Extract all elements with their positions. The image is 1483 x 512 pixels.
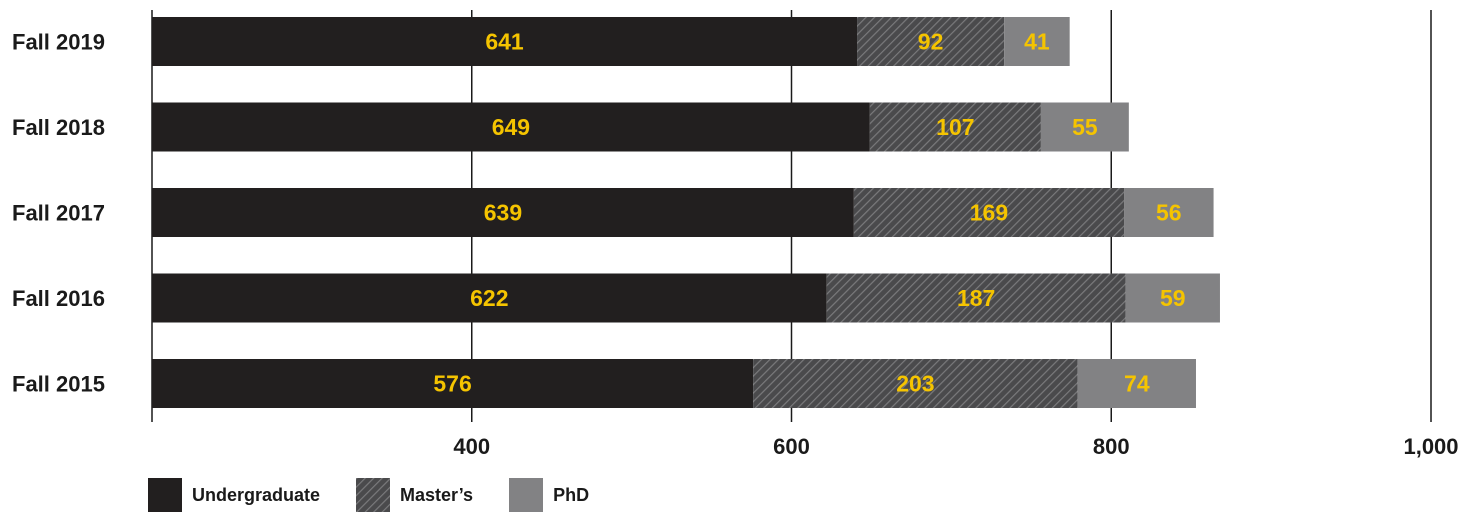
category-label: Fall 2015 bbox=[12, 372, 105, 397]
x-tick-label: 800 bbox=[1093, 434, 1130, 459]
legend-label-masters: Master’s bbox=[400, 484, 474, 505]
bar-segment bbox=[1125, 273, 1220, 323]
data-label: 92 bbox=[918, 29, 944, 55]
data-label: 203 bbox=[896, 371, 934, 397]
legend-swatch-undergraduate bbox=[148, 478, 182, 512]
data-label: 107 bbox=[936, 114, 974, 140]
bar-segment bbox=[857, 17, 1005, 66]
data-label: 622 bbox=[470, 285, 508, 311]
x-tick-label: 1,000 bbox=[1403, 434, 1458, 459]
legend-swatch-phd bbox=[509, 478, 544, 512]
data-label: 41 bbox=[1024, 29, 1050, 55]
data-label: 74 bbox=[1124, 371, 1150, 397]
legend-swatch-masters bbox=[356, 478, 391, 512]
bar-segment bbox=[853, 188, 1125, 237]
bar-segment bbox=[152, 102, 870, 152]
value-labels: 641 92 41 649 107 55 639 169 56 622 187 59 576 203 74 bbox=[433, 29, 1185, 397]
legend-item-masters: Master’s bbox=[356, 478, 473, 512]
category-label: Fall 2019 bbox=[12, 30, 105, 55]
bar-segment bbox=[869, 102, 1041, 152]
data-label: 649 bbox=[492, 114, 530, 140]
bar-segment bbox=[753, 359, 1078, 408]
data-label: 56 bbox=[1156, 200, 1182, 226]
category-label: Fall 2017 bbox=[12, 201, 105, 226]
legend-item-undergraduate: Undergraduate bbox=[148, 478, 320, 512]
data-label: 576 bbox=[433, 371, 471, 397]
x-axis-ticks: 400 600 800 1,000 bbox=[453, 434, 1458, 459]
bar-segment bbox=[152, 188, 854, 237]
data-label: 169 bbox=[970, 200, 1008, 226]
legend-label-phd: PhD bbox=[553, 484, 590, 505]
bar-segment bbox=[1124, 188, 1214, 237]
bar-segment bbox=[1004, 17, 1070, 66]
bar-segment bbox=[152, 359, 754, 408]
bar-segment bbox=[1040, 102, 1129, 152]
legend: Undergraduate Master’s PhD bbox=[148, 478, 625, 512]
bar-segment bbox=[1077, 359, 1196, 408]
category-labels: Fall 2019 Fall 2018 Fall 2017 Fall 2016 Fall… bbox=[12, 30, 105, 397]
legend-label-undergraduate: Undergraduate bbox=[192, 484, 321, 505]
category-label: Fall 2016 bbox=[12, 286, 105, 311]
data-label: 639 bbox=[484, 200, 522, 226]
data-label: 641 bbox=[485, 29, 524, 55]
bar-segment bbox=[152, 17, 858, 66]
x-tick-label: 400 bbox=[453, 434, 490, 459]
data-label: 55 bbox=[1072, 114, 1098, 140]
data-label: 59 bbox=[1160, 285, 1186, 311]
x-tick-label: 600 bbox=[773, 434, 810, 459]
bar-segment bbox=[152, 273, 827, 323]
data-label: 187 bbox=[957, 285, 995, 311]
bar-segment bbox=[826, 273, 1126, 323]
category-label: Fall 2018 bbox=[12, 115, 105, 140]
legend-item-phd: PhD bbox=[509, 478, 589, 512]
bars bbox=[152, 17, 1220, 408]
